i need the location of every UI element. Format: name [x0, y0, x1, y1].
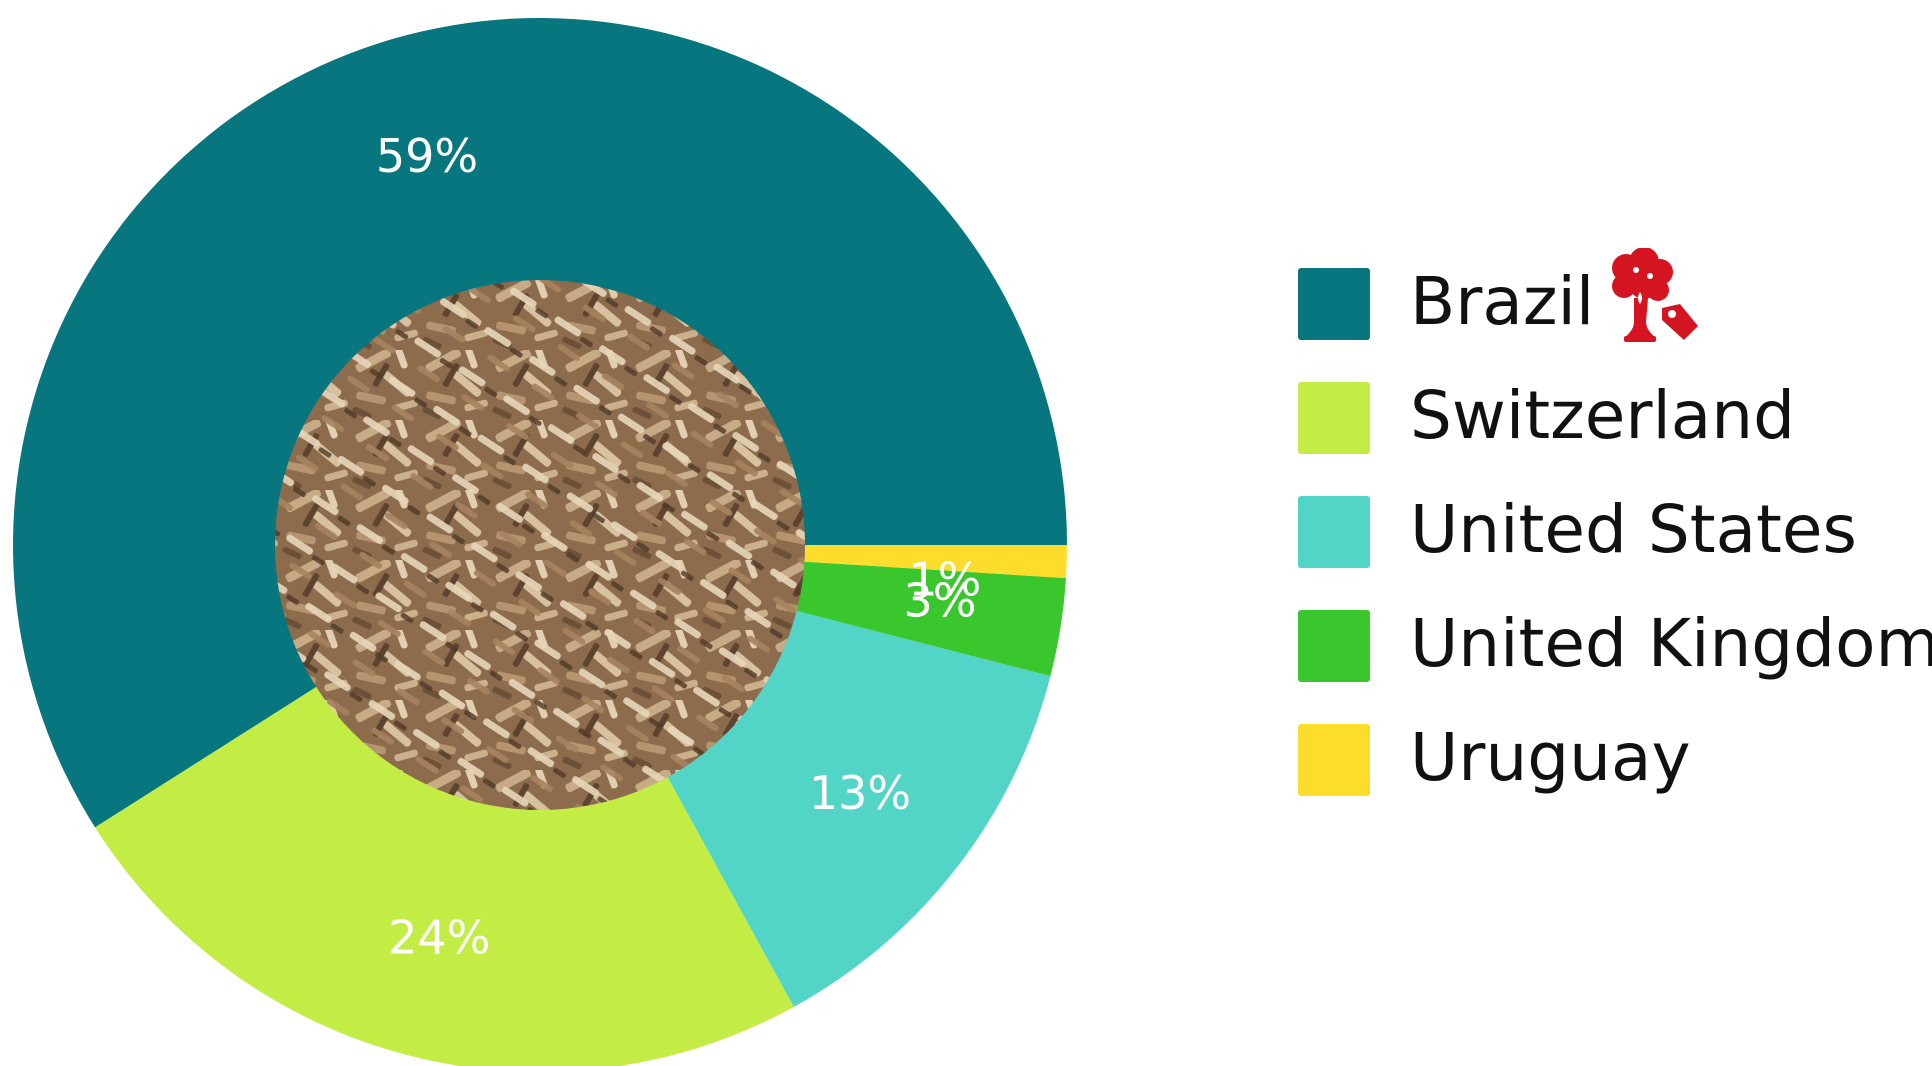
legend-item-uruguay: Uruguay	[1298, 719, 1932, 796]
legend-label: Switzerland	[1410, 377, 1795, 454]
wood-chips-photo	[275, 280, 805, 810]
legend-swatch	[1298, 268, 1370, 340]
data-label-united-kingdom: 3%	[904, 573, 977, 627]
legend-item-united-states: United States	[1298, 491, 1932, 568]
data-label-switzerland: 24%	[388, 910, 490, 964]
legend-label: United States	[1410, 491, 1857, 568]
data-label-united-states: 13%	[809, 766, 911, 820]
legend-swatch	[1298, 496, 1370, 568]
legend-item-brazil: Brazil	[1298, 248, 1932, 342]
legend-item-switzerland: Switzerland	[1298, 377, 1932, 454]
slice-switzerland	[95, 545, 794, 1066]
legend-label: United Kingdom	[1410, 605, 1932, 682]
donut-chart: 59% 24% 13% 3%1%	[12, 17, 1068, 1066]
legend-swatch	[1298, 724, 1370, 796]
legend-swatch	[1298, 382, 1370, 454]
slice-labels: 59% 24% 13% 3%1%	[376, 129, 981, 964]
legend-label: Uruguay	[1410, 719, 1691, 796]
legend-label: Brazil	[1410, 263, 1595, 340]
data-label-brazil: 59%	[376, 129, 478, 183]
data-label-uruguay: 1%	[908, 553, 981, 607]
legend-swatch	[1298, 610, 1370, 682]
tree-tag-icon	[1612, 248, 1698, 342]
legend: Brazil Switzerland	[1298, 248, 1932, 836]
legend-item-united-kingdom: United Kingdom	[1298, 605, 1932, 682]
